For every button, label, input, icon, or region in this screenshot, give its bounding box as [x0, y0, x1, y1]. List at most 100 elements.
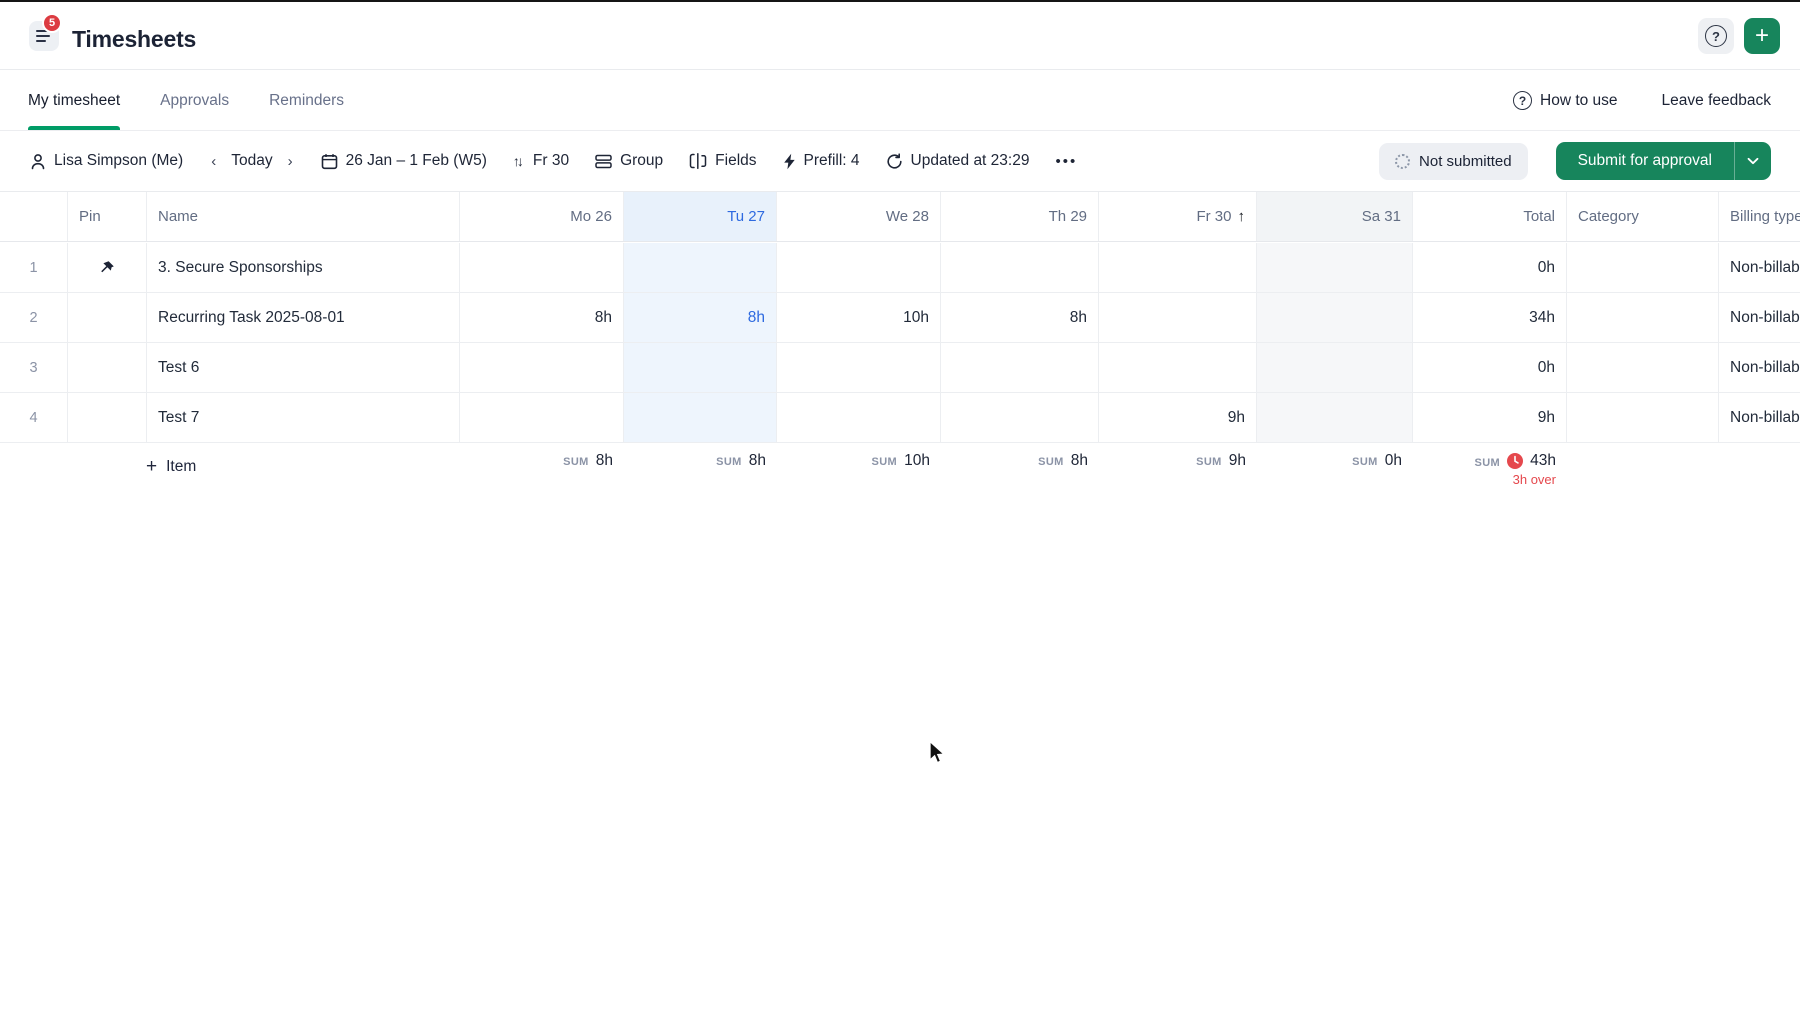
prev-week-button[interactable]: ‹ [209, 153, 218, 170]
prefill-button[interactable]: Prefill: 4 [783, 152, 860, 170]
sum-spacer [1567, 442, 1719, 487]
sum-mo: SUM8h [460, 442, 624, 487]
sum-value: 0h [1385, 452, 1402, 470]
column-header-total[interactable]: Total [1413, 192, 1567, 241]
column-header-fr[interactable]: Fr 30↑ [1099, 192, 1257, 241]
tab-reminders[interactable]: Reminders [269, 70, 344, 131]
cell-category[interactable] [1567, 343, 1719, 392]
cell-name[interactable]: 3. Secure Sponsorships [147, 243, 460, 292]
help-button[interactable]: ? [1698, 18, 1734, 54]
question-mark-icon: ? [1705, 25, 1727, 47]
cell-name[interactable]: Test 7 [147, 393, 460, 442]
sum-total: SUM43h3h over [1413, 442, 1567, 487]
cell-th[interactable] [941, 243, 1099, 292]
cell-th[interactable] [941, 343, 1099, 392]
cell-category[interactable] [1567, 293, 1719, 342]
cell-mo[interactable] [460, 393, 624, 442]
cell-billing[interactable]: Non-billable [1719, 243, 1800, 292]
sum-label: SUM [563, 456, 589, 468]
table-row: 2Recurring Task 2025-08-018h8h10h8h34hNo… [0, 293, 1800, 343]
cell-pin[interactable] [68, 393, 147, 442]
cell-tu[interactable] [624, 243, 777, 292]
submit-dropdown-button[interactable] [1735, 142, 1771, 180]
cell-num: 2 [0, 293, 68, 342]
tab-approvals[interactable]: Approvals [160, 70, 229, 131]
column-header-category[interactable]: Category [1567, 192, 1719, 241]
cell-tu[interactable] [624, 393, 777, 442]
cell-num: 3 [0, 343, 68, 392]
cell-category[interactable] [1567, 243, 1719, 292]
column-header-pin[interactable]: Pin [68, 192, 147, 241]
user-selector[interactable]: Lisa Simpson (Me) [30, 152, 183, 170]
column-header-sa[interactable]: Sa 31 [1257, 192, 1413, 241]
today-button[interactable]: Today [231, 152, 272, 170]
cell-billing[interactable]: Non-billable [1719, 393, 1800, 442]
column-header-tu[interactable]: Tu 27 [624, 192, 777, 241]
table-row: 4Test 79h9hNon-billable [0, 393, 1800, 443]
cell-fr[interactable] [1099, 293, 1257, 342]
app-header: 5 Timesheets ? + [0, 2, 1800, 70]
group-selector[interactable]: Group [595, 152, 663, 170]
cell-pin[interactable] [68, 243, 147, 292]
cell-pin[interactable] [68, 343, 147, 392]
sum-value: 10h [904, 452, 930, 470]
active-tab-underline [28, 126, 120, 130]
column-header-mo[interactable]: Mo 26 [460, 192, 624, 241]
add-button[interactable]: + [1744, 18, 1780, 54]
submit-for-approval-button[interactable]: Submit for approval [1556, 142, 1771, 180]
cell-we[interactable] [777, 243, 941, 292]
cell-mo[interactable] [460, 343, 624, 392]
cell-billing[interactable]: Non-billable [1719, 293, 1800, 342]
next-week-button[interactable]: › [286, 153, 295, 170]
cell-mo[interactable]: 8h [460, 293, 624, 342]
cell-we[interactable]: 10h [777, 293, 941, 342]
sort-arrows-icon: ↑↓ [513, 153, 521, 169]
person-icon [30, 153, 46, 170]
column-header-num[interactable] [0, 192, 68, 241]
sort-selector[interactable]: ↑↓ Fr 30 [513, 152, 569, 170]
sum-tu: SUM8h [624, 442, 777, 487]
date-range-picker[interactable]: 26 Jan – 1 Feb (W5) [321, 152, 487, 170]
sum-spacer [68, 442, 147, 487]
sort-asc-icon: ↑ [1238, 208, 1246, 225]
cell-fr[interactable] [1099, 343, 1257, 392]
cell-we[interactable] [777, 343, 941, 392]
sum-value: 43h [1530, 452, 1556, 470]
cell-sa[interactable] [1257, 243, 1413, 292]
fields-selector[interactable]: Fields [689, 152, 756, 170]
cell-th[interactable]: 8h [941, 293, 1099, 342]
sum-value: 8h [749, 452, 766, 470]
cell-sa[interactable] [1257, 293, 1413, 342]
column-header-th[interactable]: Th 29 [941, 192, 1099, 241]
cell-fr[interactable] [1099, 243, 1257, 292]
cell-mo[interactable] [460, 243, 624, 292]
sum-label: SUM [871, 456, 897, 468]
mouse-cursor [928, 740, 950, 766]
status-badge: Not submitted [1379, 143, 1528, 180]
tab-my-timesheet[interactable]: My timesheet [28, 70, 120, 131]
more-options-button[interactable]: ••• [1055, 153, 1077, 170]
cell-name[interactable]: Test 6 [147, 343, 460, 392]
cell-fr[interactable]: 9h [1099, 393, 1257, 442]
table-row: 3Test 60hNon-billable [0, 343, 1800, 393]
cell-tu[interactable]: 8h [624, 293, 777, 342]
sync-status[interactable]: Updated at 23:29 [886, 152, 1030, 170]
cell-we[interactable] [777, 393, 941, 442]
sum-label: SUM [1196, 456, 1222, 468]
add-item-button[interactable]: + Item [146, 456, 196, 478]
cell-sa[interactable] [1257, 343, 1413, 392]
cell-pin[interactable] [68, 293, 147, 342]
leave-feedback-link[interactable]: Leave feedback [1662, 92, 1771, 110]
cell-th[interactable] [941, 393, 1099, 442]
how-to-use-link[interactable]: ? How to use [1513, 91, 1618, 110]
cell-billing[interactable]: Non-billable [1719, 343, 1800, 392]
column-header-we[interactable]: We 28 [777, 192, 941, 241]
column-header-billing[interactable]: Billing type [1719, 192, 1800, 241]
timesheet-toolbar: Lisa Simpson (Me) ‹ Today › 26 Jan – 1 F… [0, 131, 1800, 191]
cell-sa[interactable] [1257, 393, 1413, 442]
sum-th: SUM8h [941, 442, 1099, 487]
cell-category[interactable] [1567, 393, 1719, 442]
cell-tu[interactable] [624, 343, 777, 392]
cell-name[interactable]: Recurring Task 2025-08-01 [147, 293, 460, 342]
column-header-name[interactable]: Name [147, 192, 460, 241]
